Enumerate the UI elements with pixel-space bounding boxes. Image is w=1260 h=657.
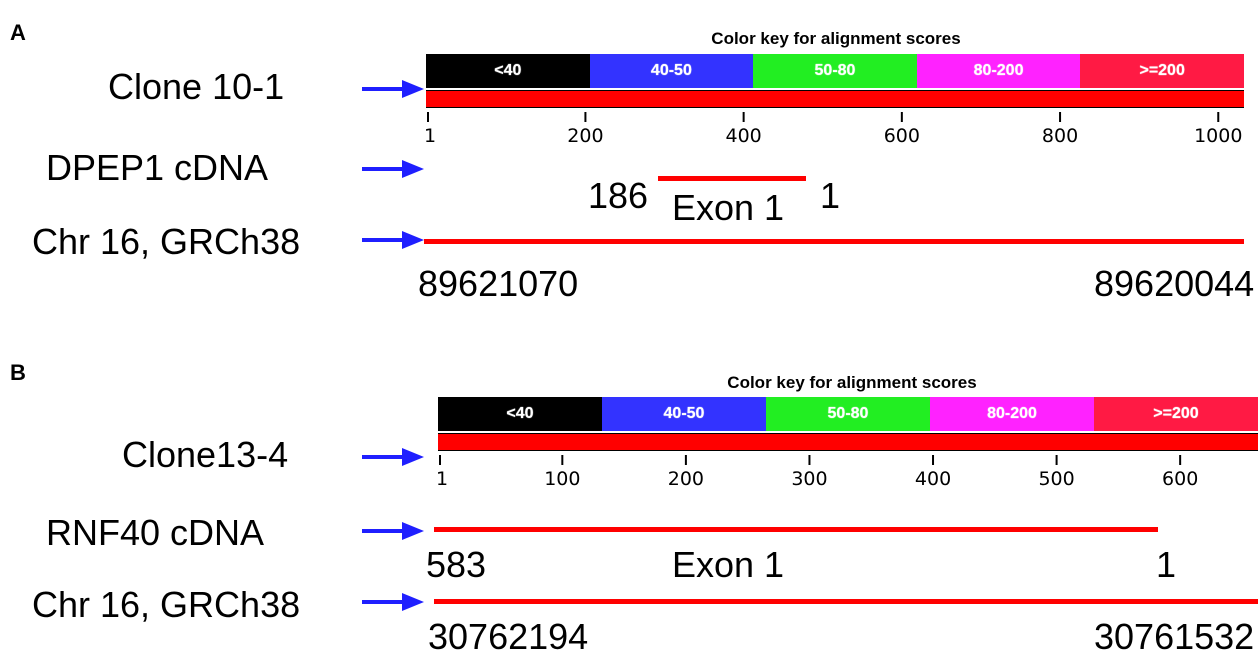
color-key-cell: <40: [426, 54, 590, 88]
panel-b: B Color key for alignment scores <40 40-…: [0, 325, 1260, 655]
axis-tick-label: 1: [436, 468, 448, 490]
chr-start-label: 30762194: [428, 616, 589, 657]
color-key-cell: 80-200: [916, 54, 1081, 88]
chr-start-label: 89621070: [418, 263, 579, 304]
query-label: Clone13-4: [122, 434, 289, 475]
panel-letter: A: [10, 20, 26, 45]
color-key-cell: 40-50: [589, 54, 754, 88]
chr-alignment-line: [424, 239, 1244, 244]
axis-tick-label: 600: [1162, 468, 1198, 490]
axis-tick-label: 400: [725, 125, 761, 147]
arrow-icon: [362, 522, 424, 540]
cdna-right-label: 1: [1156, 544, 1177, 585]
color-key-title: Color key for alignment scores: [727, 373, 977, 392]
exon-label: Exon 1: [672, 544, 785, 585]
chr-label: Chr 16, GRCh38: [32, 584, 301, 625]
axis-tick-label: 600: [884, 125, 920, 147]
chr-label: Chr 16, GRCh38: [32, 221, 301, 262]
axis-tick-label: 300: [791, 468, 827, 490]
color-key-cell: 40-50: [602, 397, 766, 431]
color-key-cell: >=200: [1080, 54, 1244, 88]
arrow-icon: [362, 448, 424, 466]
axis-tick-label: 1000: [1194, 125, 1242, 147]
axis-tick-label: 100: [544, 468, 580, 490]
cdna-left-label: 186: [588, 175, 649, 216]
chr-end-label: 89620044: [1094, 263, 1255, 304]
axis-tick-label: 400: [915, 468, 951, 490]
arrow-icon: [362, 80, 424, 98]
chr-end-label: 30761532: [1094, 616, 1255, 657]
axis-tick-label: 1: [424, 125, 436, 147]
color-key-cell: >=200: [1094, 397, 1258, 431]
color-key-cell: <40: [438, 397, 602, 431]
arrow-icon: [362, 593, 424, 611]
query-alignment-bar: [438, 433, 1258, 451]
query-alignment-bar: [426, 90, 1244, 108]
cdna-left-label: 583: [426, 544, 487, 585]
color-key-cell: 50-80: [766, 397, 930, 431]
cdna-right-label: 1: [820, 175, 841, 216]
arrow-icon: [362, 160, 424, 178]
cdna-alignment-line: [658, 176, 806, 181]
arrow-icon: [362, 231, 424, 249]
panel-a: A Color key for alignment scores <40 40-…: [0, 0, 1260, 325]
color-key-cell: 50-80: [753, 54, 917, 88]
axis-tick-label: 500: [1038, 468, 1074, 490]
cdna-alignment-line: [434, 527, 1158, 532]
query-label: Clone 10-1: [108, 66, 285, 107]
chr-alignment-line: [434, 599, 1258, 604]
cdna-label: DPEP1 cDNA: [46, 147, 269, 188]
axis-tick-label: 200: [567, 125, 603, 147]
axis-tick-label: 800: [1042, 125, 1078, 147]
query-axis: 1 200 400 600 800 1000: [424, 112, 1242, 147]
color-key: <40 40-50 50-80 80-200 >=200: [426, 54, 1244, 88]
color-key: <40 40-50 50-80 80-200 >=200: [438, 397, 1258, 431]
axis-tick-label: 200: [668, 468, 704, 490]
color-key-cell: 80-200: [930, 397, 1094, 431]
exon-label: Exon 1: [672, 187, 785, 228]
cdna-label: RNF40 cDNA: [46, 512, 265, 553]
panel-letter: B: [10, 360, 26, 385]
query-axis: 1 100 200 300 400 500 600: [436, 455, 1198, 490]
color-key-title: Color key for alignment scores: [711, 29, 961, 48]
